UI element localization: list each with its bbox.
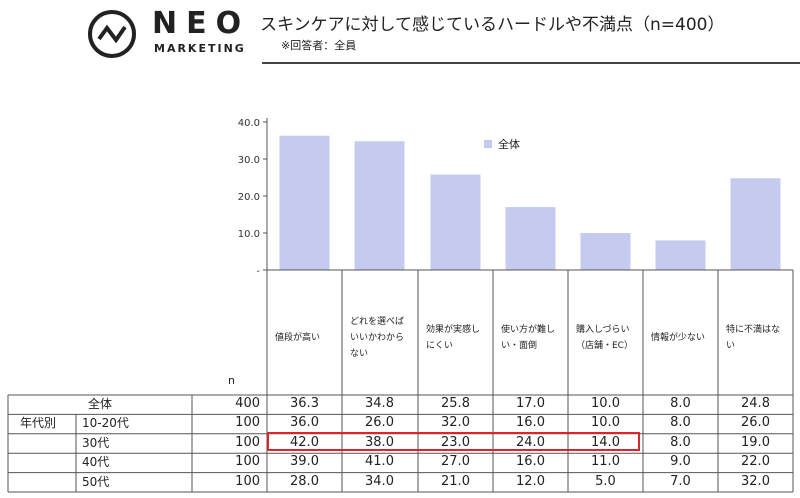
table-cell: 26.0	[741, 415, 770, 431]
y-tick-label: 30.0	[238, 155, 260, 166]
table-cell: 36.0	[290, 415, 319, 431]
table-cell: 9.0	[670, 454, 691, 470]
category-label: 使い方が難し い・面倒	[501, 325, 556, 351]
bar	[580, 233, 631, 270]
page-subtitle: ※回答者：全員	[281, 39, 357, 52]
row-label: 全体	[88, 397, 113, 411]
page-title: スキンケアに対して感じているハードルや不満点（n=400）	[260, 15, 725, 35]
bar	[279, 135, 330, 270]
n-cell: 400	[235, 396, 260, 411]
table-cell: 34.8	[365, 396, 394, 411]
table-cell: 14.0	[591, 434, 620, 450]
table-cell: 28.0	[290, 473, 319, 489]
n-cell: 100	[235, 473, 260, 489]
y-axis: 40.0 30.0 20.0 10.0 -	[238, 118, 268, 275]
table-cell: 34.0	[365, 473, 394, 489]
table-cell: 12.0	[516, 473, 545, 489]
table-cell: 22.0	[741, 454, 770, 470]
category-label: 値段が高い	[275, 333, 321, 343]
table-cell: 36.3	[290, 396, 319, 411]
table-cell: 17.0	[516, 396, 545, 411]
bar	[655, 240, 706, 270]
table-cell: 39.0	[290, 454, 319, 470]
legend-label: 全体	[498, 137, 520, 151]
category-label: どれを選べば いいかわから ない	[350, 317, 405, 359]
table-cell: 32.0	[741, 473, 770, 489]
bar-series	[279, 135, 781, 270]
header: NEO MARKETING スキンケアに対して感じているハードルや不満点（n=4…	[0, 0, 800, 64]
table-cell: 24.0	[516, 434, 545, 450]
group-label: 年代別	[20, 416, 57, 431]
table-cell: 38.0	[365, 434, 394, 450]
y-tick-label: 20.0	[238, 192, 260, 203]
table-cell: 26.0	[365, 415, 394, 431]
n-cell: 100	[235, 415, 260, 431]
table-cell: 24.8	[741, 396, 770, 411]
bar	[505, 207, 556, 270]
row-label: 40代	[82, 455, 110, 470]
table-cell: 16.0	[516, 415, 545, 431]
table-cell: 16.0	[516, 454, 545, 470]
legend-swatch	[484, 140, 492, 148]
table-cell: 10.0	[591, 415, 620, 431]
y-tick-label: -	[256, 266, 260, 275]
table-cell: 5.0	[595, 473, 616, 489]
row-label: 30代	[82, 435, 110, 450]
table-cell: 42.0	[290, 434, 319, 450]
n-cell: 100	[235, 434, 260, 450]
table-cell: 23.0	[441, 434, 470, 450]
bar	[354, 141, 405, 270]
n-column-header: n	[228, 374, 235, 387]
highlight-box	[267, 432, 640, 451]
category-label: 情報が少ない	[651, 333, 706, 343]
table-cell: 19.0	[741, 434, 770, 450]
category-label: 効果が実感し にくい	[426, 325, 481, 351]
table-cell: 21.0	[441, 473, 470, 489]
table-cell: 8.0	[670, 396, 691, 411]
table-cell: 32.0	[441, 415, 470, 431]
table-cell: 27.0	[441, 454, 470, 470]
bar	[730, 178, 781, 270]
brand-name: NEO	[152, 6, 251, 41]
n-cell: 100	[235, 454, 260, 470]
title-divider	[262, 62, 800, 64]
bar	[430, 174, 481, 270]
brand-tagline: MARKETING	[154, 42, 246, 55]
row-label: 10-20代	[82, 416, 129, 431]
table-cell: 8.0	[670, 434, 691, 450]
table-cell: 11.0	[591, 454, 620, 470]
table-cell: 10.0	[591, 396, 620, 411]
table-cell: 7.0	[670, 473, 691, 489]
chart-legend: 全体	[484, 137, 520, 151]
category-label: 購入しづらい （店舗・EC）	[576, 325, 633, 351]
category-label: 特に不満はな い	[726, 325, 781, 351]
table-cell: 8.0	[670, 415, 691, 431]
bar-chart: 40.0 30.0 20.0 10.0 - 全体	[238, 118, 781, 275]
table-cell: 25.8	[441, 396, 470, 411]
y-tick-label: 10.0	[238, 229, 260, 240]
neo-logo-icon	[88, 10, 136, 58]
y-tick-label: 40.0	[238, 118, 260, 129]
row-label: 50代	[82, 474, 110, 489]
table-cell: 41.0	[365, 454, 394, 470]
